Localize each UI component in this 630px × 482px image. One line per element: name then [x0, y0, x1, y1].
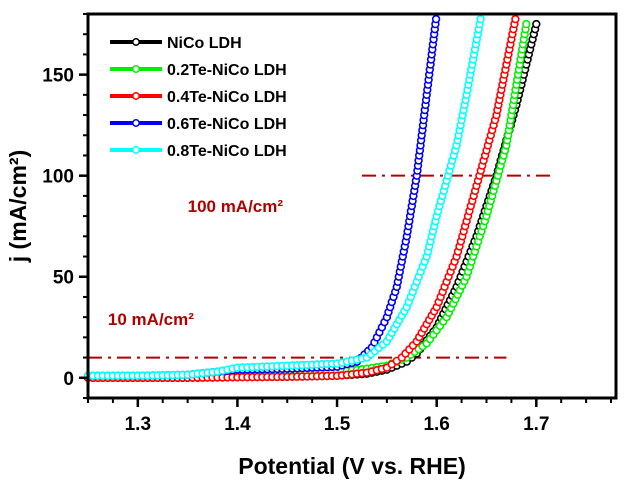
data-point: [522, 19, 531, 29]
legend-label: NiCo LDH: [167, 35, 242, 52]
legend-marker: [132, 65, 140, 73]
legend-item: 0.4Te-NiCo LDH: [110, 89, 287, 106]
series-0-8te-nico-ldh: [83, 13, 485, 380]
legend-marker: [132, 38, 140, 46]
legend-item: 0.2Te-NiCo LDH: [110, 62, 287, 79]
x-tick-label: 1.3: [125, 414, 151, 435]
annotation-100-ma: 100 mA/cm²: [188, 197, 284, 216]
plot-frame: [86, 12, 618, 400]
data-point: [431, 14, 441, 24]
legend-marker: [132, 119, 140, 127]
data-point: [532, 19, 541, 29]
legend-label: 0.4Te-NiCo LDH: [167, 89, 287, 106]
series-0-4te-nico-ldh: [83, 13, 520, 382]
legend-label: 0.8Te-NiCo LDH: [167, 143, 287, 160]
data-point: [476, 14, 485, 24]
x-tick-label: 1.4: [224, 414, 251, 435]
legend-marker: [132, 146, 140, 154]
y-axis-title: j (mA/cm²): [5, 150, 31, 263]
data-point: [511, 14, 520, 24]
legend-marker: [132, 92, 140, 100]
x-tick-label: 1.5: [324, 414, 351, 435]
x-axis-title: Potential (V vs. RHE): [238, 453, 465, 479]
x-tick-label: 1.7: [523, 414, 549, 435]
x-tick-label: 1.6: [423, 414, 449, 435]
legend-item: 0.8Te-NiCo LDH: [110, 143, 287, 160]
legend-item: 0.6Te-NiCo LDH: [110, 116, 287, 133]
annotation-10-ma: 10 mA/cm²: [108, 310, 194, 329]
y-tick-label: 150: [42, 66, 74, 87]
y-tick-label: 50: [53, 268, 74, 289]
legend-label: 0.2Te-NiCo LDH: [167, 62, 287, 79]
legend-label: 0.6Te-NiCo LDH: [167, 116, 287, 133]
y-tick-label: 100: [42, 167, 74, 188]
legend-item: NiCo LDH: [110, 35, 242, 52]
y-tick-label: 0: [63, 369, 74, 390]
